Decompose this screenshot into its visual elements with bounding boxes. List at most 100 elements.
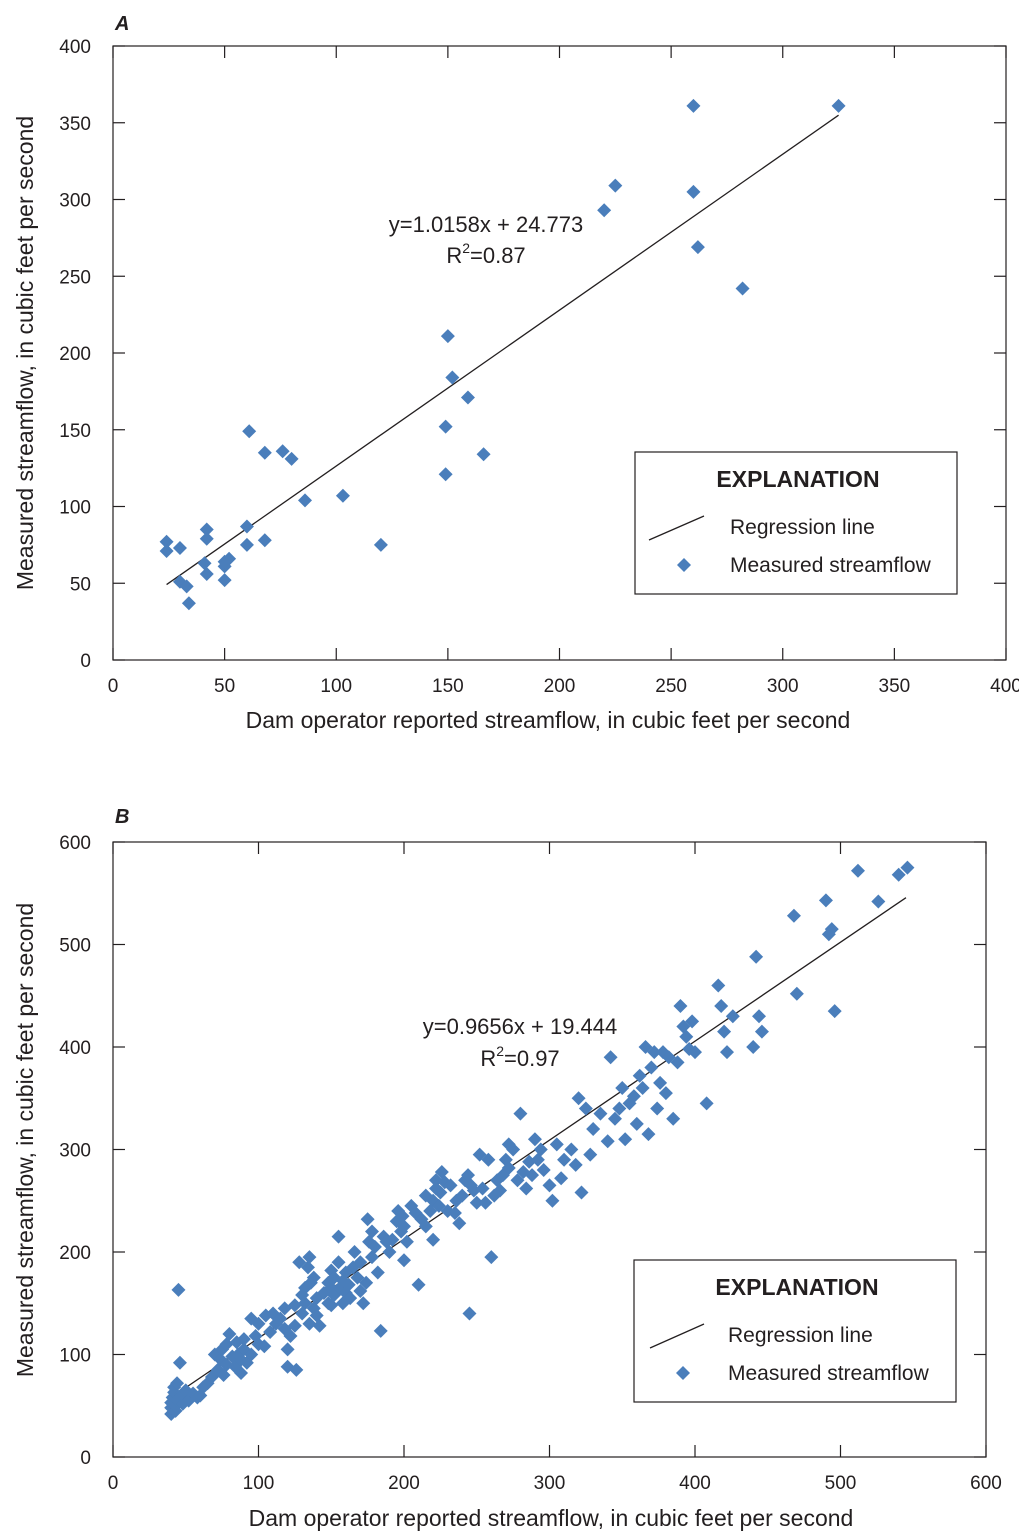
panel-a-data-point — [239, 537, 254, 552]
panel-b-data-point — [871, 894, 886, 909]
panel-b-data-point — [353, 1255, 368, 1270]
panel-b: B 0 100 200 300 400 500 600 0 100 200 300 400 500 60… — [12, 806, 1002, 1531]
panel-b-data-point — [273, 1311, 288, 1326]
panel-a-data-point — [181, 596, 196, 611]
panel-b-data-point — [367, 1239, 382, 1254]
panel-b-data-point — [542, 1178, 557, 1193]
panel-b-data-point — [603, 1050, 618, 1065]
panel-b-data-point — [170, 1376, 185, 1391]
panel-a-legend-measured-label: Measured streamflow — [730, 554, 932, 577]
panel-b-data-point — [300, 1260, 315, 1275]
panel-b-data-point — [484, 1250, 499, 1265]
panel-b-equation: y=0.9656x + 19.444 — [423, 1014, 618, 1039]
panel-a-y-tick-label: 50 — [70, 574, 91, 595]
panel-a-data-point — [445, 370, 460, 385]
panel-b-data-point — [280, 1342, 295, 1357]
panel-b-x-ticks: 0 100 200 300 400 500 600 — [108, 842, 1002, 1494]
panel-b-data-point — [653, 1075, 668, 1090]
panel-b-data-point — [287, 1298, 302, 1313]
panel-b-data-point — [629, 1116, 644, 1131]
panel-b-data-point — [607, 1111, 622, 1126]
panel-a-data-point — [686, 184, 701, 199]
panel-a-r2-prefix: R — [446, 243, 462, 268]
panel-a-data-point — [438, 419, 453, 434]
panel-b-x-axis-title: Dam operator reported streamflow, in cub… — [249, 1505, 854, 1531]
panel-b-data-point — [618, 1132, 633, 1147]
panel-b-x-tick-label: 600 — [970, 1473, 1002, 1494]
panel-b-data-point — [549, 1137, 564, 1152]
panel-b-data-point — [277, 1301, 292, 1316]
panel-b-data-point — [309, 1308, 324, 1323]
panel-a-legend-line-swatch — [648, 515, 705, 541]
panel-b-r2-value: =0.97 — [504, 1046, 560, 1071]
panel-b-data-point — [824, 922, 839, 937]
panel-b-data-point — [324, 1298, 339, 1313]
panel-b-data-point — [827, 1004, 842, 1019]
panel-a-data-point — [257, 533, 272, 548]
panel-b-data-point — [236, 1332, 251, 1347]
panel-b-data-point — [679, 1029, 694, 1044]
panel-a-y-tick-label: 150 — [59, 421, 91, 442]
panel-b-legend-title: EXPLANATION — [715, 1274, 878, 1300]
panel-b-data-point — [586, 1122, 601, 1136]
panel-b-data-point — [331, 1255, 346, 1270]
panel-b-data-point — [172, 1355, 187, 1370]
panel-b-data-point — [244, 1347, 259, 1362]
panel-a-data-points — [159, 98, 846, 611]
panel-b-data-point — [717, 1024, 732, 1039]
panel-b-data-point — [216, 1368, 231, 1382]
panel-b-x-tick-label: 100 — [243, 1473, 275, 1494]
panel-a-y-tick-label: 400 — [59, 37, 91, 58]
panel-a-data-point — [438, 467, 453, 482]
panel-b-y-tick-label: 300 — [59, 1141, 91, 1162]
panel-a-data-point — [159, 544, 174, 559]
panel-b-data-point — [626, 1089, 641, 1104]
panel-b-x-tick-label: 500 — [825, 1473, 857, 1494]
panel-b-data-point — [513, 1106, 528, 1121]
panel-b-data-point — [433, 1185, 448, 1200]
panel-a-x-tick-label: 100 — [320, 676, 352, 697]
panel-b-data-point — [506, 1142, 521, 1157]
panel-b-data-point — [234, 1365, 249, 1380]
panel-a-x-tick-label: 250 — [655, 676, 687, 697]
panel-a-data-point — [239, 519, 254, 534]
panel-b-data-point — [395, 1209, 410, 1224]
panel-b-data-point — [644, 1060, 659, 1075]
panel-a-y-ticks: 0 50 100 150 200 250 300 350 400 — [59, 37, 1006, 672]
panel-b-y-tick-label: 600 — [59, 833, 91, 854]
panel-b-data-point — [658, 1086, 673, 1101]
panel-b-data-point — [171, 1282, 186, 1297]
panel-b-data-point — [699, 1096, 714, 1111]
panel-a-data-point — [242, 424, 257, 439]
panel-b-data-point — [720, 1045, 735, 1060]
panel-a-x-ticks: 0 50 100 150 200 250 300 350 400 — [108, 46, 1019, 697]
panel-b-data-point — [557, 1152, 572, 1167]
panel-b-data-point — [399, 1234, 414, 1249]
panel-b-data-point — [343, 1291, 358, 1306]
panel-b-data-points — [164, 860, 915, 1421]
panel-b-data-point — [283, 1329, 298, 1344]
panel-a-x-tick-label: 150 — [432, 676, 464, 697]
panel-b-data-point — [670, 1055, 685, 1070]
panel-a-data-point — [686, 98, 701, 113]
panel-b-y-tick-label: 400 — [59, 1038, 91, 1059]
panel-b-legend-regression-label: Regression line — [728, 1324, 873, 1347]
panel-b-data-point — [754, 1024, 769, 1039]
panel-b-data-point — [583, 1147, 598, 1162]
panel-b-legend-measured-label: Measured streamflow — [728, 1362, 930, 1385]
panel-a-data-point — [197, 556, 212, 571]
panel-a-x-tick-label: 0 — [108, 676, 119, 697]
panel-a-y-tick-label: 100 — [59, 498, 91, 519]
panel-a-legend-diamond-swatch — [677, 558, 691, 572]
panel-b-data-point — [287, 1318, 302, 1333]
panel-b-data-point — [600, 1134, 615, 1149]
panel-b-label: B — [115, 806, 129, 828]
panel-b-data-point — [647, 1045, 662, 1060]
panel-a-data-point — [608, 178, 623, 193]
panel-a-data-point — [284, 451, 299, 466]
panel-b-x-tick-label: 400 — [679, 1473, 711, 1494]
panel-b-data-point — [746, 1040, 761, 1054]
panel-b-r2-superscript: 2 — [496, 1043, 504, 1059]
panel-b-data-point — [302, 1250, 317, 1265]
